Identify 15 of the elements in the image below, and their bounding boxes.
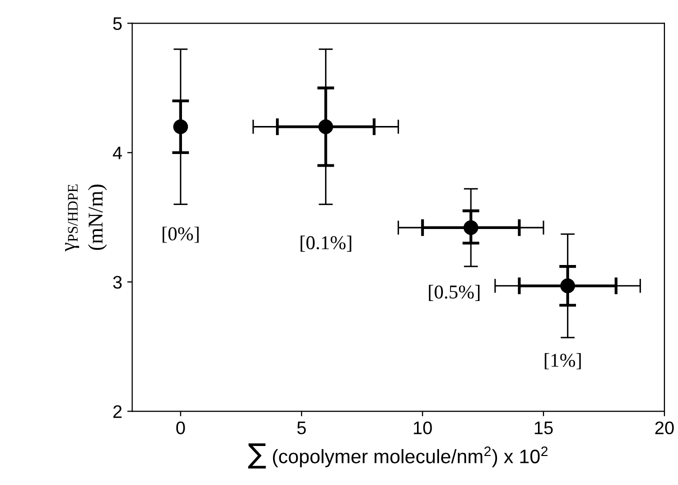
x-tick-label: 20 — [655, 421, 674, 434]
annotation: [0%] — [162, 226, 199, 243]
y-tick-label: 5 — [113, 17, 122, 30]
x-tick-label: 0 — [176, 421, 185, 434]
y-tick-label: 3 — [113, 276, 122, 289]
x-tick-label: 10 — [414, 421, 432, 434]
y-tick-label: 4 — [112, 146, 122, 160]
annotation: [1%] — [544, 353, 581, 370]
y-tick-label: 2 — [113, 405, 122, 418]
x-axis-title: ∑ (copolymer molecule/nm$^{2}$) x 10$^{2}$ — [248, 443, 548, 468]
annotation: [0.5%] — [428, 284, 480, 301]
y-axis-title: γ$_{PS/HDPE}$ (mN/m) — [65, 184, 107, 252]
annotation: [0.1%] — [300, 236, 352, 252]
x-tick-label: 15 — [534, 422, 553, 434]
x-tick-label: 5 — [297, 422, 306, 434]
